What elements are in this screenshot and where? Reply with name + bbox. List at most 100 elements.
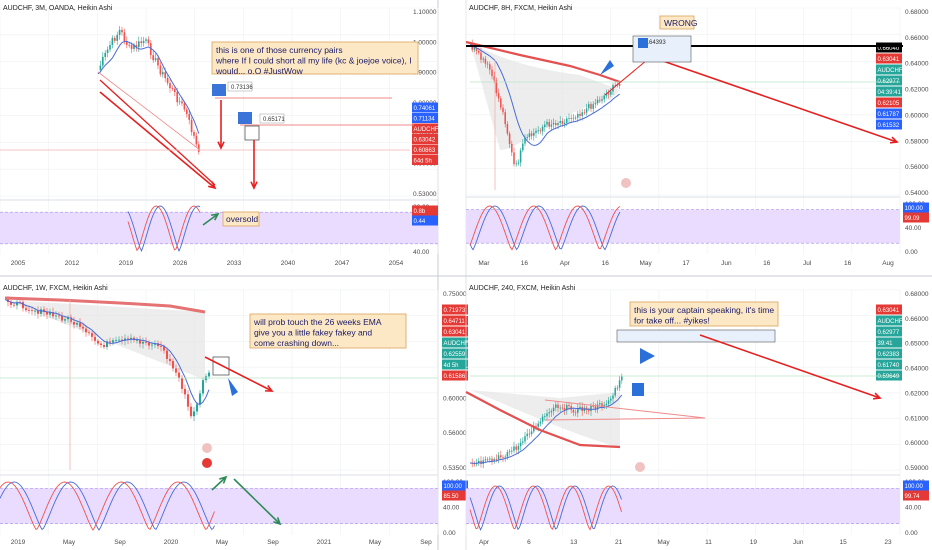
candle-body (54, 315, 58, 317)
box-label: 0.65171 (263, 117, 285, 123)
x-tick-label: 2040 (281, 260, 296, 267)
arrow-head (217, 141, 225, 150)
candle-body (605, 403, 608, 405)
candle-body (588, 409, 590, 412)
x-tick-label: 15 (839, 539, 847, 546)
candle-body (596, 99, 599, 104)
price-tag: AUDCHF (878, 68, 903, 74)
candle-body (574, 412, 577, 414)
candle-body (36, 310, 40, 314)
candle-body (548, 412, 550, 414)
candle-body (178, 101, 181, 103)
candle-body (181, 101, 183, 104)
osc-tick-label: 0.00 (905, 249, 918, 256)
arrow-shaft (99, 91, 216, 189)
price-tag: 0.62559 (444, 352, 466, 358)
price-tag: 0.63041 (444, 330, 466, 336)
candle-body (500, 455, 502, 458)
note-callout-line: where If I could short all my life (kc &… (215, 56, 412, 66)
osc-tag: 0.44 (414, 219, 426, 225)
arrow-head (273, 517, 282, 526)
price-tag-bg (412, 102, 438, 113)
arrow-shaft (233, 478, 281, 525)
candle-body (137, 41, 140, 48)
ema-cloud (5, 300, 205, 380)
price-tag-bg (876, 119, 902, 130)
channel-line (97, 71, 201, 151)
candle-body (555, 404, 557, 408)
candle-body (539, 130, 542, 132)
candle-body (147, 39, 150, 44)
candle-body (579, 406, 581, 409)
x-tick-label: May (63, 539, 76, 546)
x-tick-label: 16 (763, 260, 771, 267)
y-tick-label: 0.66000 (905, 35, 929, 42)
candle-body (117, 339, 121, 341)
x-tick-label: 23 (884, 539, 892, 546)
up-arrow (202, 212, 220, 226)
price-tag: 0.74061 (414, 106, 436, 112)
candle-body (618, 84, 621, 86)
candle-body (559, 407, 561, 409)
candle-body (123, 32, 126, 42)
candle-body (99, 65, 102, 70)
x-tick-label: 16 (844, 260, 852, 267)
candle-body (588, 104, 590, 109)
arrow-head (872, 392, 882, 400)
candle-body (138, 340, 142, 344)
candle-body (515, 163, 517, 165)
osc-tag: 99.09 (905, 216, 921, 222)
y-tick-label: 0.53000 (413, 191, 437, 198)
y-tick-label: 0.56000 (443, 430, 467, 437)
price-tag: AUDCHF (878, 319, 903, 325)
ema-line (4, 296, 206, 314)
candle-body (548, 121, 550, 127)
candle-body (135, 45, 138, 48)
candle-body (149, 43, 152, 56)
down-arrow (204, 356, 274, 392)
candle-body (183, 388, 187, 395)
candle-body (594, 103, 597, 105)
oscillator-line (469, 485, 622, 531)
price-tag-bg (442, 304, 468, 315)
candle-body (121, 29, 123, 33)
candle-body (524, 137, 526, 144)
oscillator-line (127, 205, 201, 252)
osc-tag: 0.8b (414, 209, 426, 215)
price-tag-bg (876, 64, 902, 75)
candle-body (159, 65, 162, 75)
candle-body (491, 69, 493, 77)
candle-body (601, 403, 603, 407)
y-tick-label: 0.64000 (905, 366, 929, 373)
candle-body (142, 40, 145, 44)
candle-body (102, 345, 106, 347)
candle-body (152, 55, 155, 61)
plane-icon (640, 348, 655, 364)
candle-body (116, 34, 119, 41)
osc-tag: 85.50 (444, 494, 460, 500)
candle-body (594, 406, 597, 410)
candle-body (168, 358, 172, 362)
candle-body (84, 328, 88, 333)
rocket-icon (228, 378, 238, 396)
candle-body (207, 372, 211, 377)
candle-body (621, 376, 623, 381)
candle-body (473, 47, 476, 50)
candle-body (171, 361, 175, 369)
y-tick-label: 0.58000 (905, 138, 929, 145)
candle-body (577, 408, 579, 413)
price-tag-bg (442, 337, 468, 348)
arrow-head (208, 181, 217, 190)
oscillator-band (0, 488, 438, 524)
candle-body (607, 93, 610, 95)
y-tick-label: 0.56000 (905, 164, 929, 171)
arrow-shaft (204, 356, 273, 392)
x-tick-label: 2033 (227, 260, 242, 267)
x-tick-label: 17 (682, 260, 690, 267)
price-tag: 0.64711 (444, 319, 466, 325)
candle-body (592, 405, 594, 407)
candle-body (109, 45, 111, 50)
osc-tick-label: 40.00 (413, 249, 430, 256)
note-oversold-box (222, 211, 260, 227)
candle-body (513, 446, 515, 451)
